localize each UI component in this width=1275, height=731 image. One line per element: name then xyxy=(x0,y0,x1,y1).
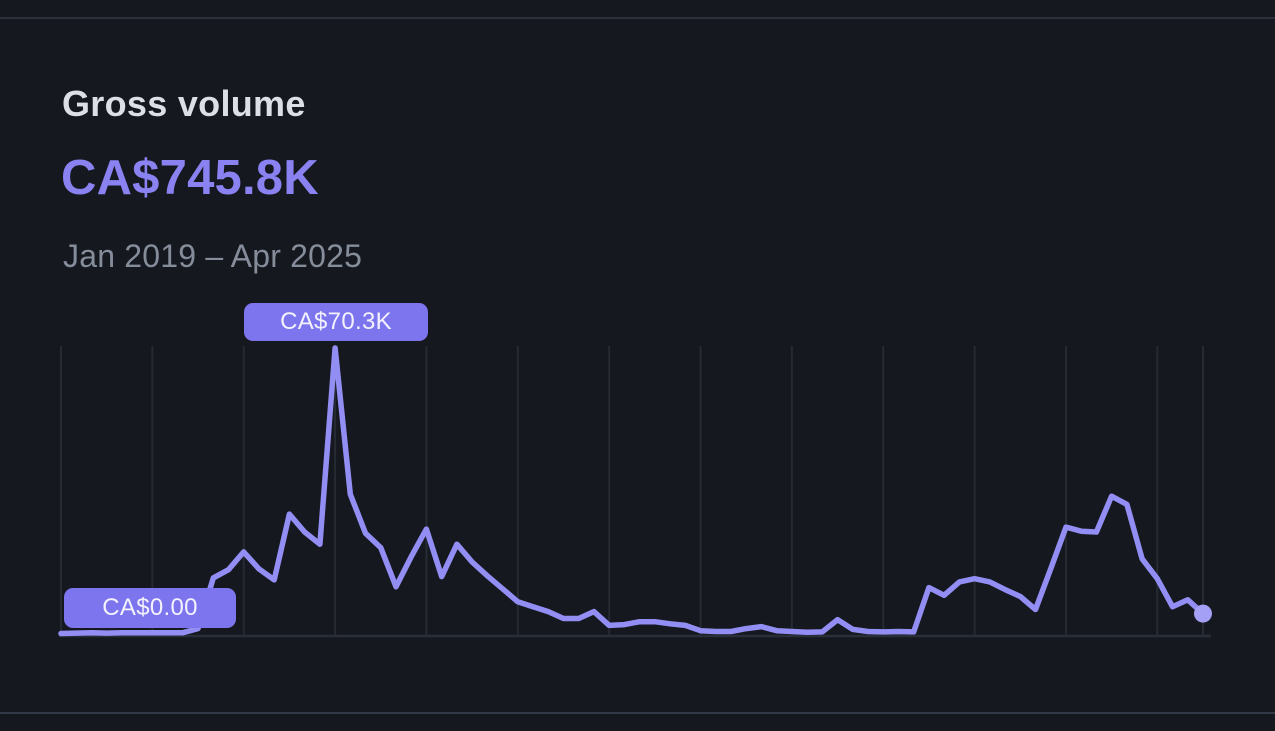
min-value-tooltip: CA$0.00 xyxy=(64,588,236,628)
chart-gridlines xyxy=(60,346,1204,636)
top-divider xyxy=(0,17,1275,19)
min-value-label: CA$0.00 xyxy=(102,594,198,621)
card-title: Gross volume xyxy=(62,83,306,124)
date-range: Jan 2019 – Apr 2025 xyxy=(63,238,363,274)
max-value-tooltip: CA$70.3K xyxy=(244,303,428,341)
bottom-divider xyxy=(0,712,1275,714)
volume-line-series xyxy=(58,345,1206,637)
gross-volume-value: CA$745.8K xyxy=(61,151,319,205)
max-value-label: CA$70.3K xyxy=(280,308,392,335)
latest-point-dot xyxy=(1194,604,1212,623)
